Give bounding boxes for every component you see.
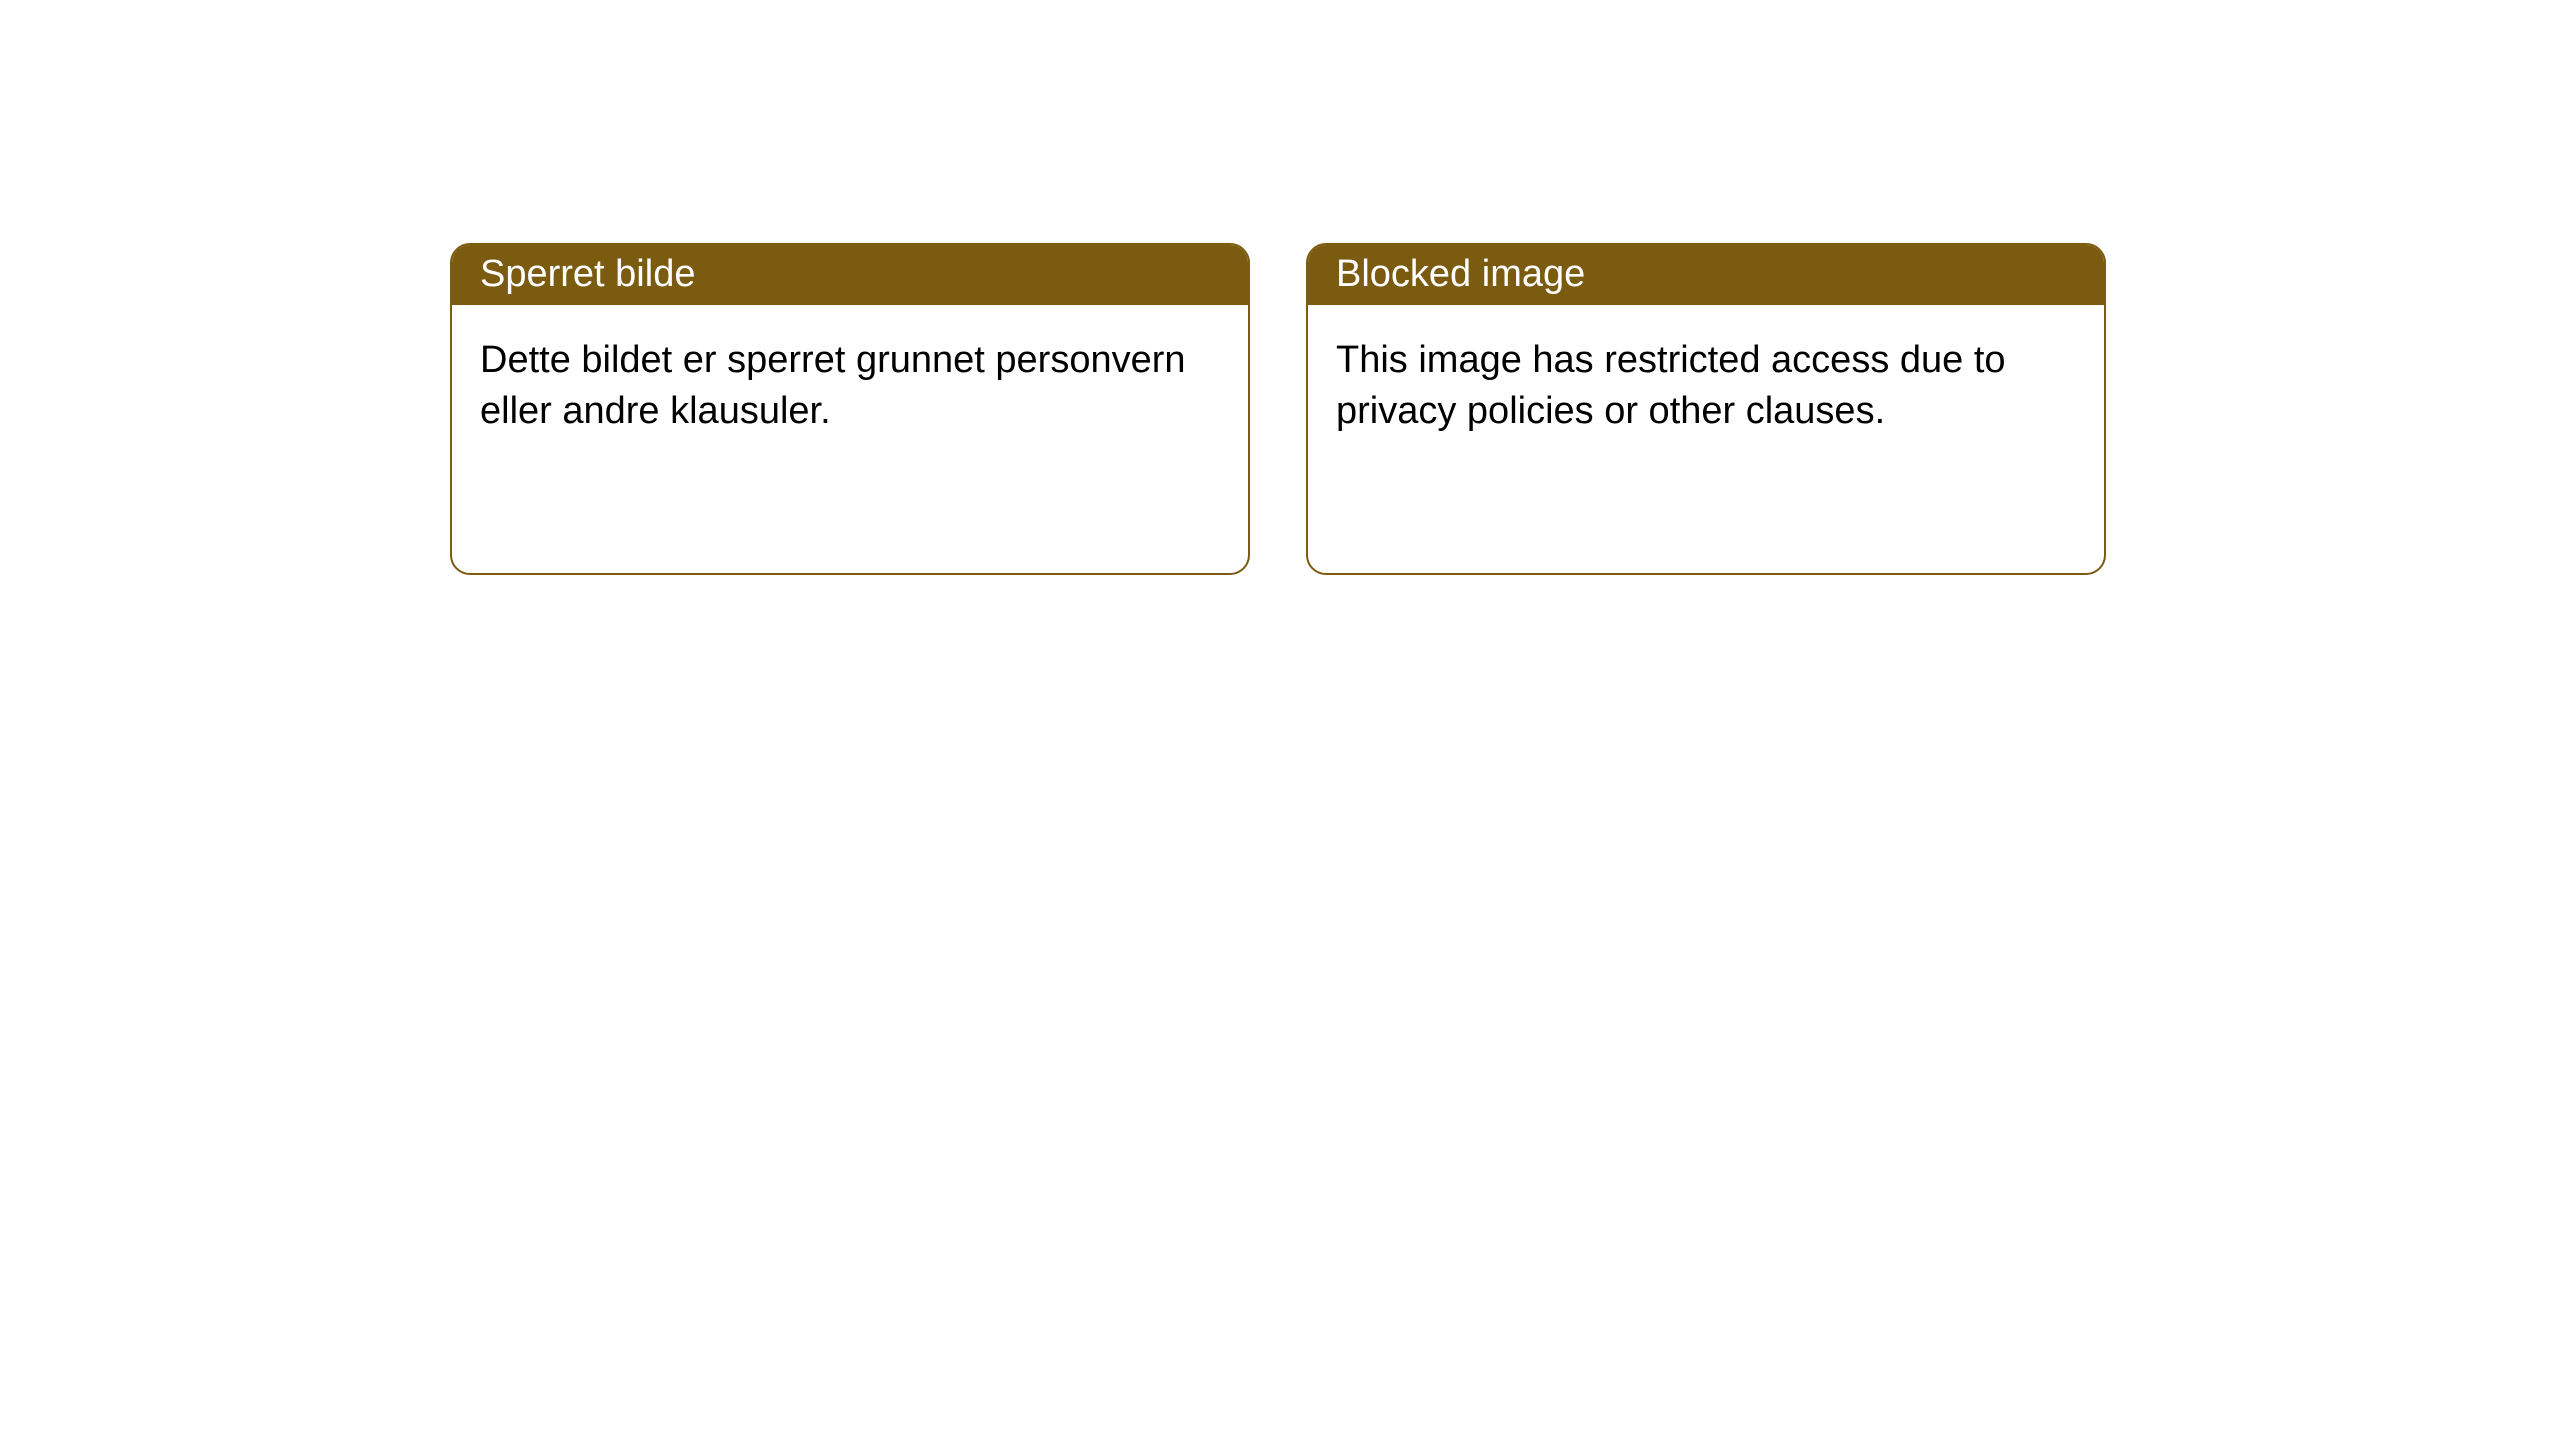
blocked-image-card-english: Blocked image This image has restricted … [1306, 243, 2106, 575]
card-body-text: This image has restricted access due to … [1336, 339, 2006, 432]
card-body: Dette bildet er sperret grunnet personve… [452, 305, 1248, 468]
card-header-text: Sperret bilde [480, 253, 695, 295]
blocked-image-card-norwegian: Sperret bilde Dette bildet er sperret gr… [450, 243, 1250, 575]
card-header-text: Blocked image [1336, 253, 1585, 295]
card-header: Sperret bilde [452, 245, 1248, 305]
card-body-text: Dette bildet er sperret grunnet personve… [480, 339, 1186, 432]
card-header: Blocked image [1308, 245, 2104, 305]
card-body: This image has restricted access due to … [1308, 305, 2104, 468]
notice-cards-container: Sperret bilde Dette bildet er sperret gr… [0, 0, 2560, 575]
